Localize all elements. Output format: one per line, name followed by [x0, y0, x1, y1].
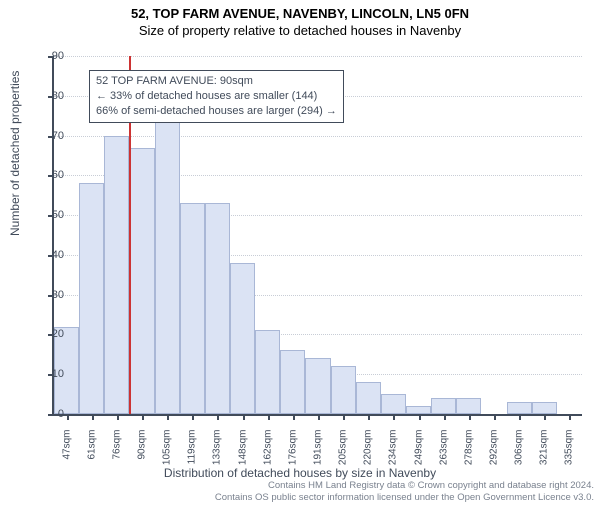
plot-area: 52 TOP FARM AVENUE: 90sqm← 33% of detach…: [52, 56, 582, 416]
y-tick-label: 90: [34, 50, 64, 62]
y-axis-label: Number of detached properties: [8, 71, 22, 236]
chart-container: 52 TOP FARM AVENUE: 90sqm← 33% of detach…: [52, 56, 582, 416]
y-tick-label: 0: [34, 408, 64, 420]
x-tick-label: 61sqm: [86, 430, 97, 480]
annotation-line: ← 33% of detached houses are smaller (14…: [96, 89, 337, 104]
bar: [331, 366, 356, 414]
y-tick-label: 60: [34, 169, 64, 181]
x-tick-label: 278sqm: [463, 430, 474, 480]
x-tick-label: 162sqm: [262, 430, 273, 480]
x-tick-label: 234sqm: [388, 430, 399, 480]
x-tick: [368, 414, 370, 420]
x-tick-label: 220sqm: [363, 430, 374, 480]
x-tick: [343, 414, 345, 420]
x-tick: [494, 414, 496, 420]
bar: [381, 394, 406, 414]
x-tick: [192, 414, 194, 420]
x-tick: [117, 414, 119, 420]
x-tick-label: 133sqm: [212, 430, 223, 480]
x-tick: [67, 414, 69, 420]
x-tick: [419, 414, 421, 420]
x-tick: [569, 414, 571, 420]
page-title-address: 52, TOP FARM AVENUE, NAVENBY, LINCOLN, L…: [0, 6, 600, 21]
x-tick: [318, 414, 320, 420]
x-tick-label: 105sqm: [162, 430, 173, 480]
bar: [532, 402, 557, 414]
x-tick: [293, 414, 295, 420]
bar: [180, 203, 205, 414]
bar: [456, 398, 481, 414]
x-tick: [268, 414, 270, 420]
bar: [431, 398, 456, 414]
x-tick-label: 321sqm: [539, 430, 550, 480]
bar: [507, 402, 532, 414]
x-tick: [444, 414, 446, 420]
x-tick-label: 76sqm: [111, 430, 122, 480]
x-tick-label: 191sqm: [312, 430, 323, 480]
x-tick-label: 205sqm: [338, 430, 349, 480]
x-tick-label: 292sqm: [488, 430, 499, 480]
x-tick: [544, 414, 546, 420]
x-tick: [243, 414, 245, 420]
gridline: [54, 56, 582, 57]
x-tick: [519, 414, 521, 420]
bar: [255, 330, 280, 414]
bar: [205, 203, 230, 414]
page-subtitle: Size of property relative to detached ho…: [0, 23, 600, 38]
x-tick-label: 47sqm: [61, 430, 72, 480]
footer-line-1: Contains HM Land Registry data © Crown c…: [215, 480, 594, 492]
annotation-line: 52 TOP FARM AVENUE: 90sqm: [96, 74, 337, 89]
bar: [406, 406, 431, 414]
y-tick-label: 80: [34, 90, 64, 102]
x-tick: [167, 414, 169, 420]
bar: [230, 263, 255, 414]
y-tick-label: 40: [34, 249, 64, 261]
x-tick-label: 176sqm: [287, 430, 298, 480]
bar: [79, 183, 104, 414]
footer-line-2: Contains OS public sector information li…: [215, 492, 594, 504]
annotation-box: 52 TOP FARM AVENUE: 90sqm← 33% of detach…: [89, 70, 344, 123]
x-tick-label: 148sqm: [237, 430, 248, 480]
bar: [155, 112, 180, 414]
gridline: [54, 136, 582, 137]
y-tick-label: 30: [34, 289, 64, 301]
x-tick-label: 90sqm: [136, 430, 147, 480]
x-tick-label: 119sqm: [187, 430, 198, 480]
x-tick: [142, 414, 144, 420]
attribution-footer: Contains HM Land Registry data © Crown c…: [215, 480, 594, 504]
x-tick-label: 306sqm: [514, 430, 525, 480]
y-tick-label: 10: [34, 368, 64, 380]
bar: [129, 148, 154, 415]
bar: [280, 350, 305, 414]
x-tick: [469, 414, 471, 420]
bar: [305, 358, 330, 414]
x-tick-label: 249sqm: [413, 430, 424, 480]
x-tick: [217, 414, 219, 420]
y-tick-label: 70: [34, 130, 64, 142]
x-tick-label: 335sqm: [564, 430, 575, 480]
x-tick-label: 263sqm: [438, 430, 449, 480]
y-tick-label: 20: [34, 328, 64, 340]
bar: [356, 382, 381, 414]
annotation-line: 66% of semi-detached houses are larger (…: [96, 104, 337, 119]
y-tick-label: 50: [34, 209, 64, 221]
bar: [104, 136, 129, 414]
x-tick: [393, 414, 395, 420]
x-tick: [92, 414, 94, 420]
